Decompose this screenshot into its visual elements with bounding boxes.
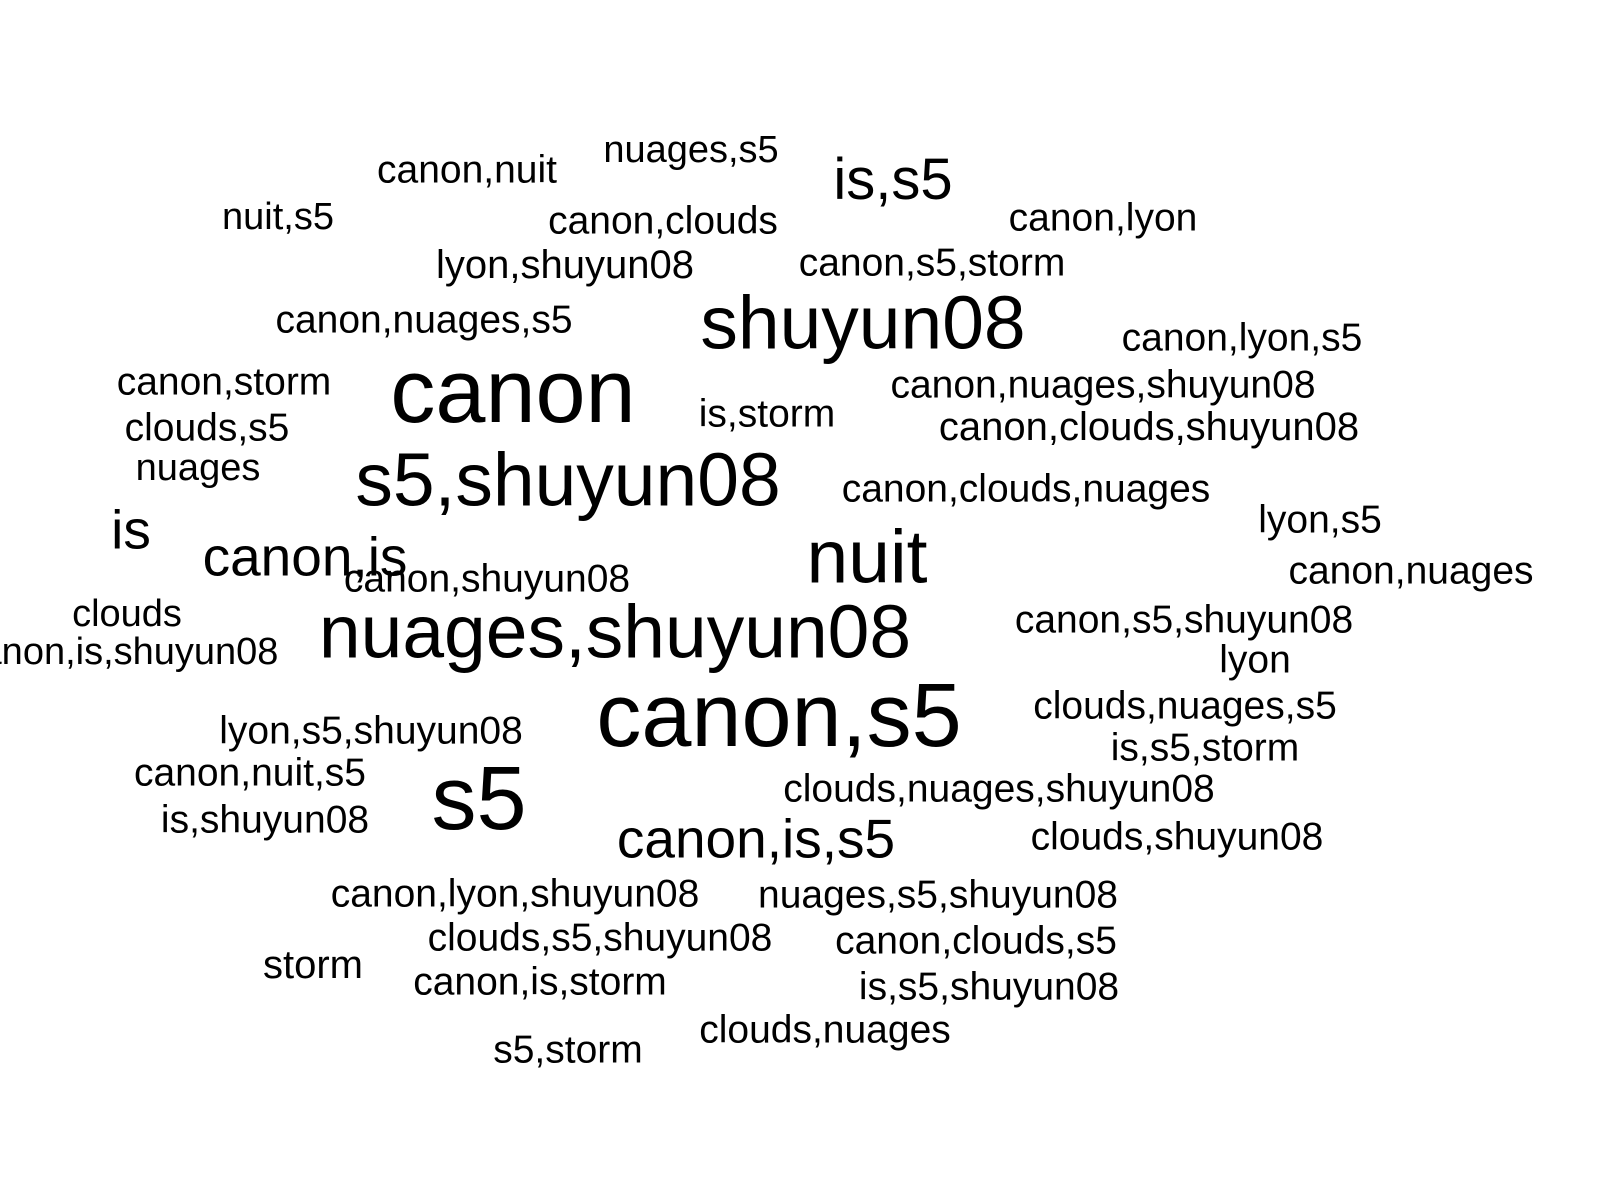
- word-is-s5-shuyun08: is,s5,shuyun08: [858, 965, 1120, 1009]
- word-canon-clouds-shuyun08: canon,clouds,shuyun08: [938, 405, 1360, 449]
- word-clouds: clouds: [72, 593, 182, 635]
- word-lyon-shuyun08: lyon,shuyun08: [436, 243, 694, 287]
- word-canon-nuages: canon,nuages: [1288, 549, 1534, 593]
- word-canon-shuyun08: canon,shuyun08: [343, 557, 631, 601]
- word-canon-clouds-nuages: canon,clouds,nuages: [841, 467, 1211, 511]
- word-canon-s5: canon,s5: [596, 666, 962, 766]
- word-nuages-s5: nuages,s5: [603, 129, 779, 171]
- word-shuyun08: shuyun08: [700, 280, 1026, 365]
- word-canon: canon: [390, 342, 636, 442]
- word-canon-lyon-shuyun08: canon,lyon,shuyun08: [330, 872, 700, 916]
- word-s5-storm: s5,storm: [493, 1028, 643, 1072]
- word-canon-storm: canon,storm: [116, 360, 332, 404]
- word-canon-nuages-shuyun08: canon,nuages,shuyun08: [890, 363, 1316, 407]
- word-nuages: nuages: [135, 447, 261, 489]
- word-nuit-s5: nuit,s5: [222, 196, 334, 238]
- word-canon-is-storm: canon,is,storm: [413, 960, 667, 1004]
- word-clouds-shuyun08: clouds,shuyun08: [1030, 815, 1324, 859]
- word-lyon-s5-shuyun08: lyon,s5,shuyun08: [219, 709, 523, 753]
- word-nuages-s5-shuyun08: nuages,s5,shuyun08: [758, 873, 1118, 917]
- word-clouds-s5-shuyun08: clouds,s5,shuyun08: [427, 916, 773, 960]
- word-canon-clouds: canon,clouds: [548, 199, 778, 243]
- word-canon-lyon-s5: canon,lyon,s5: [1121, 316, 1363, 360]
- word-is-shuyun08: is,shuyun08: [160, 798, 370, 842]
- word-clouds-nuages: clouds,nuages: [699, 1008, 951, 1052]
- word-clouds-nuages-shuyun08: clouds,nuages,shuyun08: [783, 767, 1215, 811]
- word-is: is: [111, 498, 151, 561]
- word-clouds-s5: clouds,s5: [124, 406, 290, 450]
- word-canon-s5-storm: canon,s5,storm: [798, 241, 1066, 285]
- word-canon-is-s5: canon,is,s5: [616, 807, 896, 870]
- word-is-storm: is,storm: [698, 392, 836, 436]
- word-canon-is: canon,is: [202, 525, 408, 588]
- word-canon-clouds-s5: canon,clouds,s5: [835, 919, 1117, 963]
- word-canon-is-shuyun08: canon,is,shuyun08: [0, 631, 279, 673]
- word-nuages-shuyun08: nuages,shuyun08: [318, 589, 912, 674]
- word-clouds-nuages-s5: clouds,nuages,s5: [1033, 684, 1337, 728]
- word-lyon: lyon: [1219, 638, 1291, 682]
- word-s5: s5: [431, 749, 527, 849]
- word-is-s5: is,s5: [833, 147, 953, 212]
- word-nuit: nuit: [806, 514, 928, 599]
- word-canon-nuages-s5: canon,nuages,s5: [275, 298, 573, 342]
- word-canon-s5-shuyun08: canon,s5,shuyun08: [1014, 598, 1354, 642]
- word-storm: storm: [263, 943, 363, 987]
- word-s5-shuyun08: s5,shuyun08: [355, 437, 781, 522]
- word-canon-nuit: canon,nuit: [377, 148, 557, 192]
- word-canon-nuit-s5: canon,nuit,s5: [133, 751, 367, 795]
- word-lyon-s5: lyon,s5: [1258, 498, 1382, 542]
- word-canon-lyon: canon,lyon: [1008, 196, 1198, 240]
- word-is-s5-storm: is,s5,storm: [1110, 726, 1300, 770]
